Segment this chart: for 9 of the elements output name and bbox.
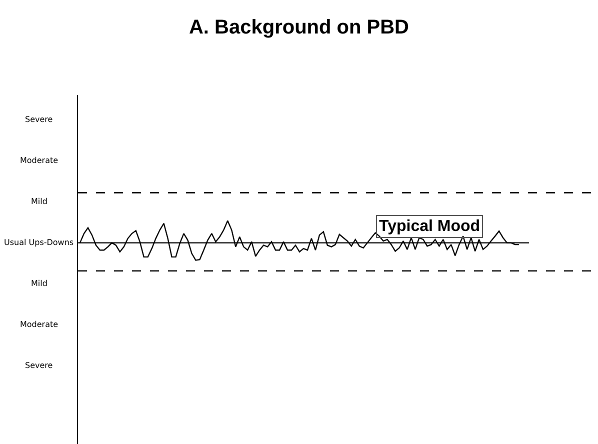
text: Moderate bbox=[20, 320, 58, 329]
text: Severe bbox=[25, 361, 53, 370]
chart-title: A. Background on PBD bbox=[188, 16, 410, 39]
text: Mild bbox=[31, 197, 48, 206]
annotation: Typical Mood bbox=[379, 218, 480, 235]
text: Moderate bbox=[20, 156, 58, 165]
text: Severe bbox=[25, 115, 53, 124]
text: Mild bbox=[31, 279, 48, 288]
text: Usual Ups-Downs bbox=[4, 238, 74, 247]
